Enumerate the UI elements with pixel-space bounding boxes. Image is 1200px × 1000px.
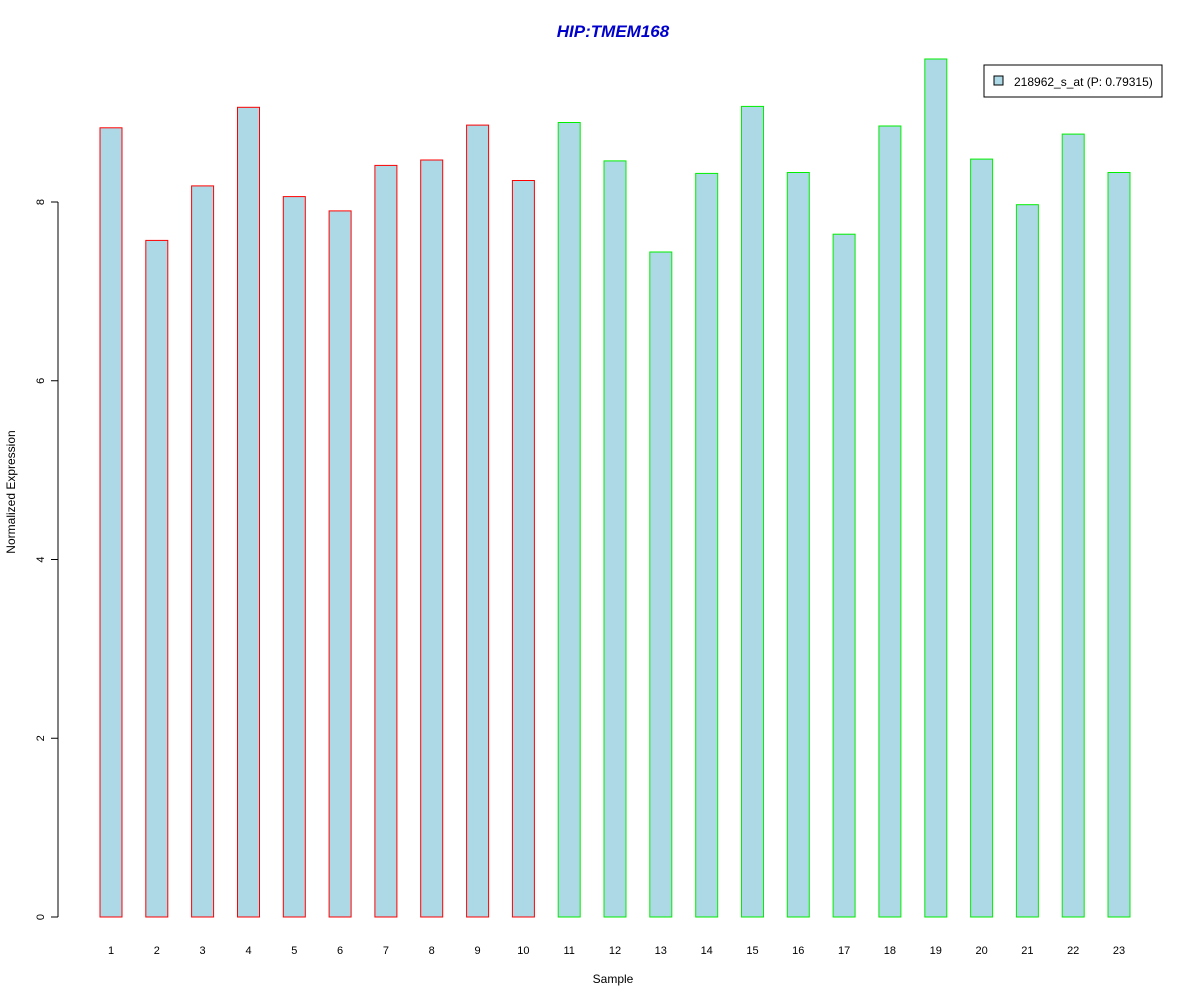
x-tick-label: 1 xyxy=(108,945,114,957)
x-tick-label: 18 xyxy=(884,945,896,957)
bars xyxy=(99,58,1131,918)
bar-sample-16 xyxy=(786,172,810,918)
bar-sample-23 xyxy=(1107,172,1131,918)
x-tick-label: 3 xyxy=(200,945,206,957)
bar-sample-19 xyxy=(924,58,948,918)
bar-sample-7 xyxy=(374,164,398,918)
bar-sample-8 xyxy=(420,159,444,918)
x-tick-label: 14 xyxy=(701,945,713,957)
x-tick-label: 19 xyxy=(930,945,942,957)
y-tick-label: 0 xyxy=(35,914,47,920)
x-tick-label: 23 xyxy=(1113,945,1125,957)
bar-sample-3 xyxy=(191,185,215,918)
bar-sample-20 xyxy=(970,158,994,918)
x-tick-label: 15 xyxy=(746,945,758,957)
x-axis-tick-labels: 1 2 3 4 5 6 7 8 9 10 11 12 13 14 15 16 17 18 19 20 21 22 23 xyxy=(108,945,1125,957)
bar-sample-12 xyxy=(603,160,627,918)
x-tick-label: 7 xyxy=(383,945,389,957)
bar-sample-4 xyxy=(237,106,260,918)
x-tick-label: 11 xyxy=(563,945,574,957)
bar-sample-13 xyxy=(649,251,673,918)
y-tick-label: 2 xyxy=(35,735,47,741)
x-tick-label: 4 xyxy=(245,945,251,957)
bar-sample-5 xyxy=(282,196,306,918)
legend-series-label: 218962_s_at (P: 0.79315) xyxy=(1014,75,1153,89)
x-tick-label: 17 xyxy=(838,945,850,957)
y-tick-label: 8 xyxy=(35,199,47,205)
bar-sample-10 xyxy=(511,180,535,918)
bar-sample-11 xyxy=(557,122,581,918)
legend-box xyxy=(983,64,1163,98)
y-axis-ticks: 0 2 4 6 8 xyxy=(35,199,58,920)
x-tick-label: 21 xyxy=(1021,945,1033,957)
legend-swatch xyxy=(993,75,1004,86)
bar-sample-22 xyxy=(1061,133,1085,918)
y-tick-label: 4 xyxy=(35,556,47,562)
bar-sample-2 xyxy=(145,239,169,918)
y-axis-label: Normalized Expression xyxy=(4,430,18,553)
bar-sample-15 xyxy=(741,105,764,918)
x-tick-label: 10 xyxy=(517,945,529,957)
chart-title: HIP:TMEM168 xyxy=(557,22,670,41)
bar-sample-21 xyxy=(1015,204,1039,918)
x-tick-label: 22 xyxy=(1067,945,1079,957)
x-tick-label: 12 xyxy=(609,945,621,957)
bar-sample-6 xyxy=(328,210,352,918)
x-tick-label: 20 xyxy=(975,945,987,957)
bar-sample-9 xyxy=(466,124,490,918)
x-axis-label: Sample xyxy=(593,972,634,986)
y-tick-label: 6 xyxy=(35,378,47,384)
legend: 218962_s_at (P: 0.79315) xyxy=(983,64,1163,98)
x-tick-label: 13 xyxy=(655,945,667,957)
bar-sample-18 xyxy=(878,125,902,918)
x-tick-label: 6 xyxy=(337,945,343,957)
x-tick-label: 5 xyxy=(291,945,297,957)
x-tick-label: 8 xyxy=(429,945,435,957)
bar-sample-1 xyxy=(99,127,123,918)
x-tick-label: 9 xyxy=(475,945,481,957)
x-tick-label: 16 xyxy=(792,945,804,957)
x-tick-label: 2 xyxy=(154,945,160,957)
bar-sample-14 xyxy=(695,172,719,918)
bar-sample-17 xyxy=(832,233,856,918)
